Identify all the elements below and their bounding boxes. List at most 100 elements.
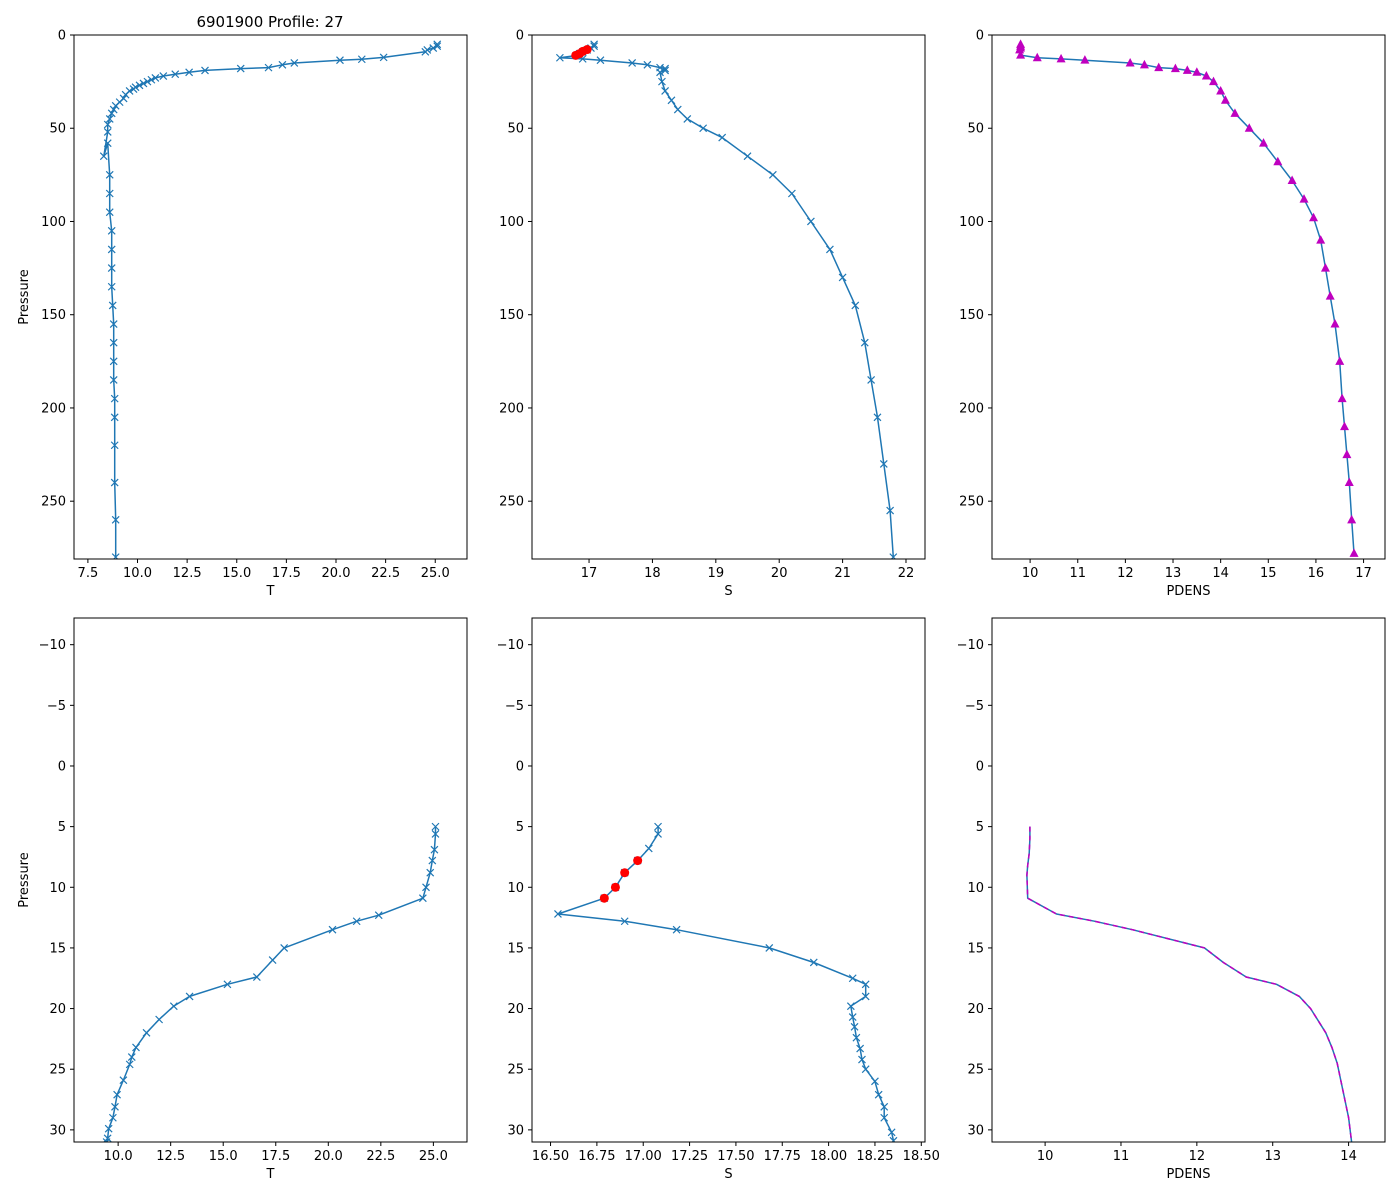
y-tick-label: 5 — [516, 820, 524, 835]
x-tick-label: 14 — [1212, 566, 1229, 581]
x-tick-label: 15.0 — [209, 1149, 238, 1164]
data-point-marker — [290, 59, 299, 67]
data-point-marker — [107, 245, 116, 254]
data-layer — [554, 822, 898, 1142]
data-point-marker — [1309, 212, 1319, 222]
x-tick-label: 16 — [1308, 566, 1325, 581]
data-point-marker — [103, 128, 112, 136]
data-point-marker — [887, 1128, 896, 1137]
y-tick-label: 15 — [49, 941, 66, 956]
data-point-marker — [656, 68, 664, 77]
data-point-marker — [107, 226, 116, 235]
data-point-marker — [873, 413, 882, 422]
data-point-marker — [121, 90, 130, 99]
panel-bottom-S: 16.50 16.75 17.00 17.25 17.50 17.75 18.00 18.25… — [497, 617, 940, 1182]
data-point-marker — [889, 553, 898, 559]
data-point-marker — [1056, 53, 1066, 63]
data-point-marker — [1330, 319, 1340, 328]
data-point-marker — [809, 958, 818, 967]
x-axis-label: S — [724, 584, 732, 599]
x-axis-label: T — [266, 584, 275, 599]
y-tick-label: 200 — [499, 401, 524, 416]
data-point-marker — [379, 53, 388, 62]
figure-title: 6901900 Profile: 27 — [196, 13, 343, 31]
y-tick-label: 15 — [967, 941, 984, 956]
x-tick-label: 20.0 — [322, 566, 351, 581]
data-point-marker — [1230, 108, 1240, 117]
y-tick-label: −10 — [957, 638, 984, 653]
flagged-point-marker — [599, 893, 609, 903]
data-point-marker — [151, 73, 160, 82]
y-tick-label: 25 — [507, 1063, 524, 1078]
data-point-marker — [352, 917, 361, 926]
x-tick-label: 13 — [1264, 1149, 1281, 1164]
data-point-marker — [119, 1076, 128, 1085]
data-layer — [1015, 39, 1359, 557]
data-point-marker — [109, 338, 118, 347]
data-point-marker — [103, 120, 112, 129]
series-line-t — [105, 826, 437, 1142]
data-point-marker — [673, 105, 682, 114]
data-point-marker — [661, 66, 670, 75]
data-point-marker — [107, 282, 116, 291]
data-point-marker — [1139, 59, 1149, 69]
y-tick-label: −10 — [497, 638, 524, 653]
data-point-marker — [861, 980, 870, 989]
data-point-marker — [1192, 67, 1202, 76]
data-point-marker — [111, 553, 120, 559]
data-point-marker — [109, 376, 118, 384]
data-point-marker — [825, 245, 834, 254]
data-point-marker — [858, 1055, 866, 1064]
x-tick-label: 16.50 — [532, 1149, 569, 1164]
data-point-marker — [111, 1102, 119, 1111]
data-point-marker — [1299, 194, 1309, 203]
panel-top-S: 17 18 19 20 21 22 0 50 100 150 200 250 S — [499, 29, 926, 599]
data-point-marker — [1182, 65, 1192, 74]
data-point-marker — [127, 1053, 136, 1062]
x-tick-label: 11 — [1113, 1149, 1130, 1164]
data-point-marker — [278, 60, 287, 69]
data-point-marker — [856, 1044, 865, 1053]
x-tick-label: 17.5 — [272, 566, 301, 581]
y-tick-label: 20 — [507, 1002, 524, 1017]
data-point-marker — [880, 1113, 889, 1122]
axes-frame — [991, 34, 1386, 560]
x-tick-label: 12.5 — [156, 1149, 185, 1164]
x-tick-label: 13 — [1165, 566, 1182, 581]
data-point-marker — [596, 56, 605, 65]
data-point-marker — [1080, 55, 1090, 64]
flagged-point-marker — [633, 856, 643, 866]
y-tick-label: −5 — [965, 699, 984, 714]
x-axis-label: PDENS — [1166, 1167, 1210, 1182]
y-tick-label: 25 — [967, 1063, 984, 1078]
data-layer — [102, 822, 440, 1142]
panel-top-T: 7.5 10.0 12.5 15.0 17.5 20.0 22.5 25.0 0 50 100 150… — [17, 29, 468, 599]
flagged-point-marker — [620, 868, 630, 878]
data-point-marker — [105, 170, 114, 179]
panel-bottom-PDENS: 10 11 12 13 14 −10 −5 0 5 10 15 20 25 30 PDENS — [957, 617, 1386, 1182]
data-point-marker — [871, 1077, 879, 1086]
data-point-marker — [105, 189, 114, 198]
data-point-marker — [880, 1102, 889, 1111]
data-point-marker — [846, 1002, 855, 1011]
data-point-marker — [1287, 175, 1297, 184]
y-tick-label: 0 — [58, 29, 66, 44]
data-point-marker — [768, 170, 777, 179]
data-point-marker — [1337, 393, 1347, 403]
data-point-marker — [110, 478, 119, 487]
y-tick-label: 30 — [967, 1123, 984, 1138]
y-tick-label: 250 — [959, 495, 984, 510]
series-line-s — [557, 826, 895, 1141]
y-tick-label: 50 — [967, 122, 984, 137]
data-point-marker — [1342, 449, 1352, 459]
flagged-point-marker — [610, 882, 620, 892]
y-tick-label: 0 — [516, 29, 524, 44]
x-axis-label: S — [724, 1167, 732, 1182]
y-tick-label: 0 — [516, 759, 524, 774]
data-point-marker — [661, 64, 670, 73]
y-tick-label: 200 — [959, 401, 984, 416]
data-point-marker — [683, 114, 692, 123]
x-tick-label: 17.00 — [625, 1149, 662, 1164]
x-tick-label: 17 — [1355, 566, 1372, 581]
